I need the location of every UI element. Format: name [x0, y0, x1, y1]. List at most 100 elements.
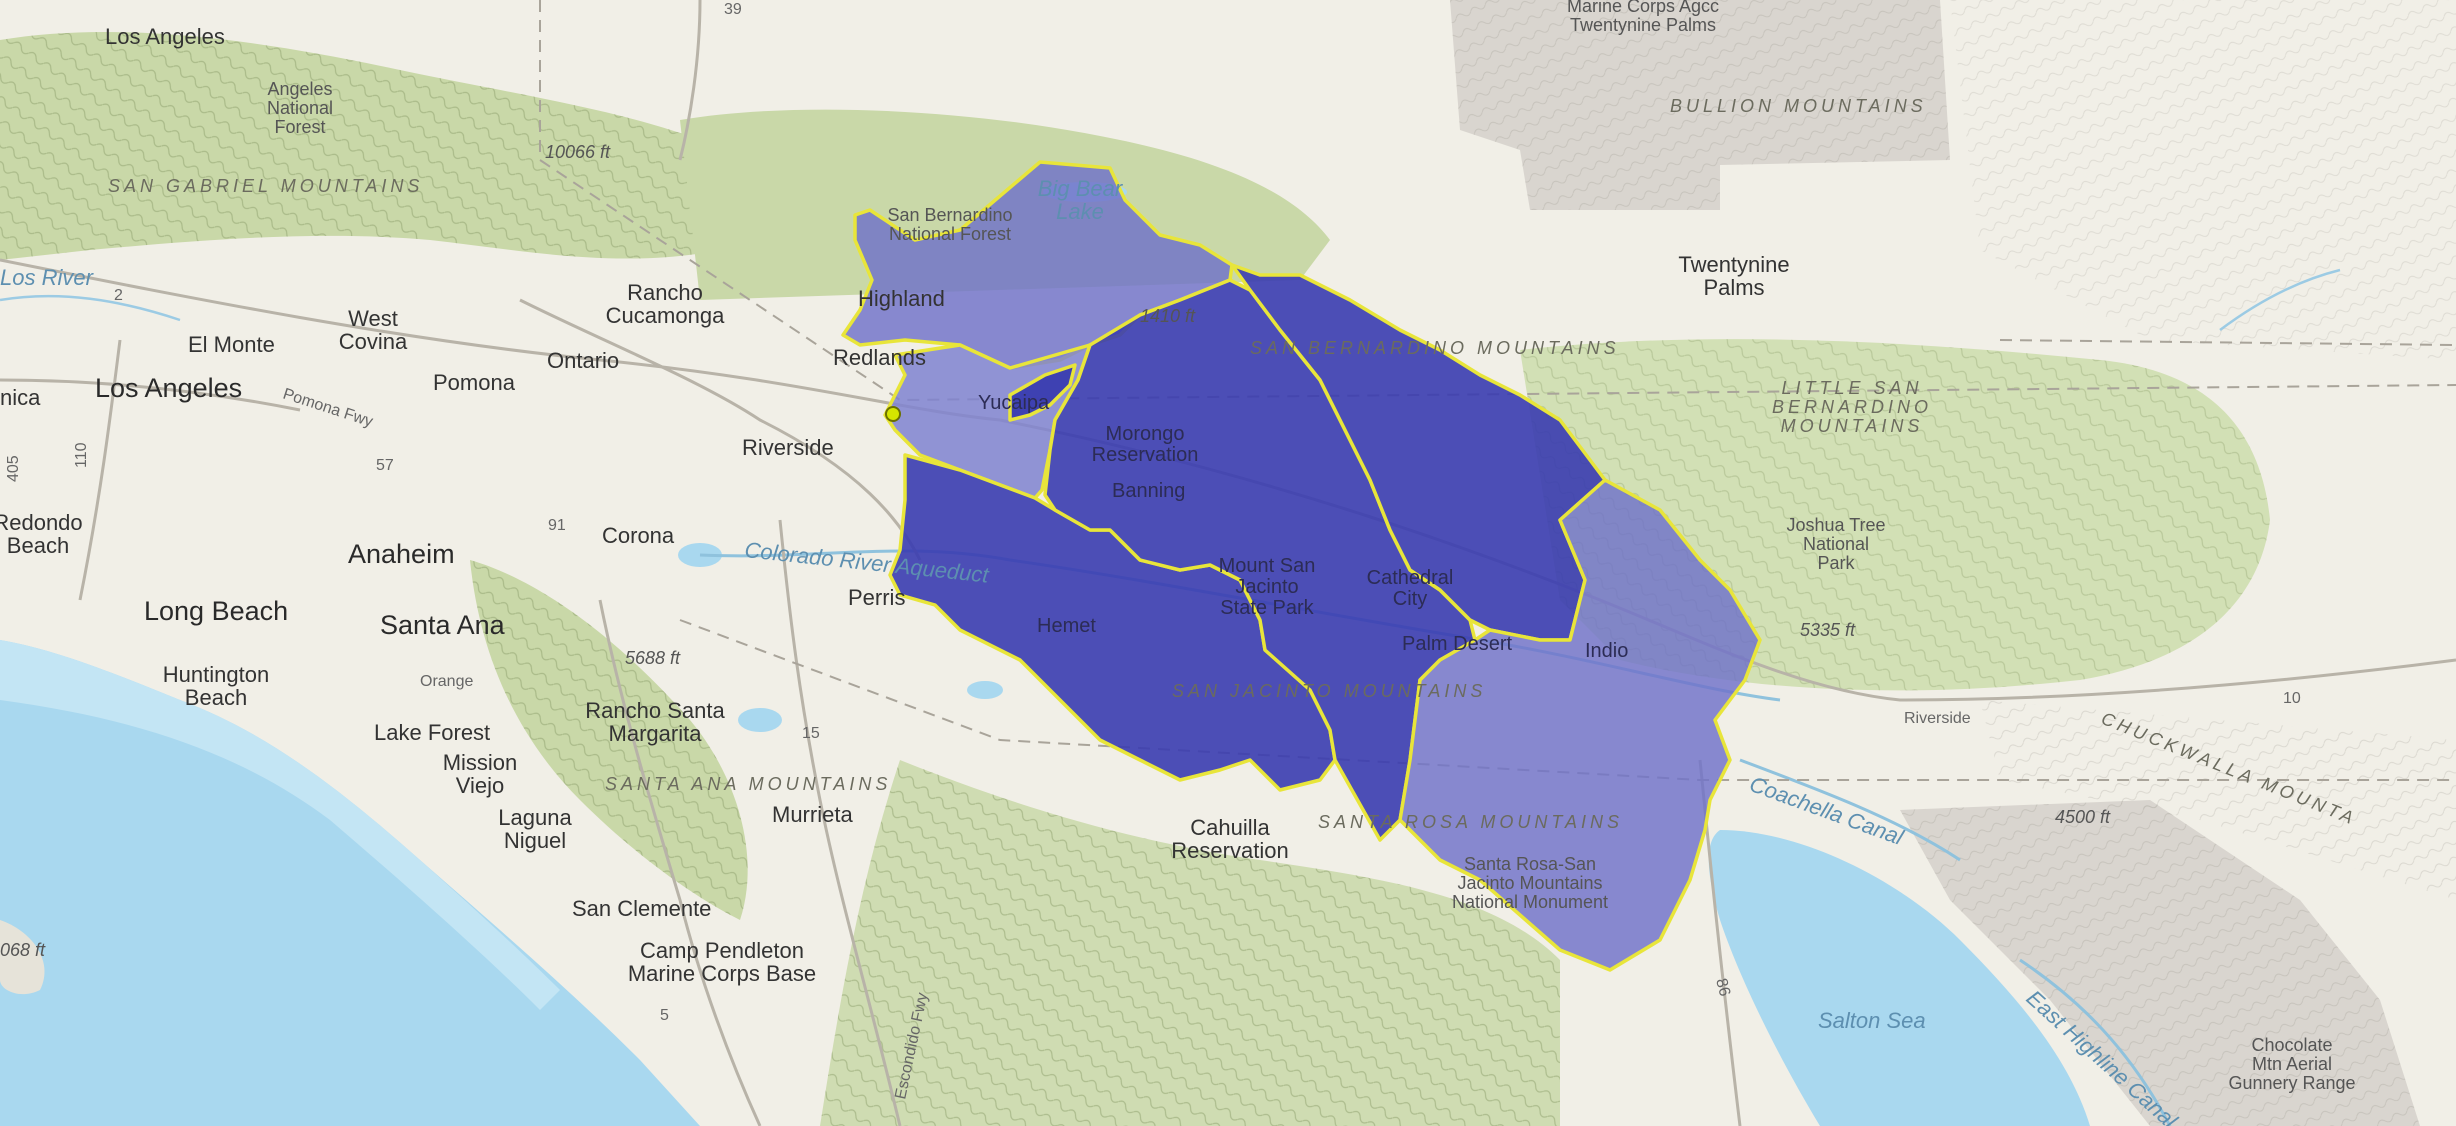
hwy-405: 405: [5, 455, 22, 482]
label-santa-rosa-monument: Santa Rosa-San Jacinto Mountains National …: [1452, 854, 1608, 912]
label-rancho-cucamonga: Rancho Cucamonga: [606, 280, 725, 328]
label-elev-10066: 10066 ft: [545, 142, 611, 162]
label-joshua-tree: Joshua Tree National Park: [1786, 515, 1885, 573]
label-line: LITTLE SAN: [1781, 378, 1922, 398]
desert-terrain-east: [1950, 0, 2456, 360]
label-los-angeles: Los Angeles: [95, 373, 242, 403]
label-line: City: [1393, 588, 1427, 610]
label-nica: nica: [0, 385, 41, 410]
label-line: Jacinto Mountains: [1457, 873, 1602, 893]
label-line: Angeles: [267, 79, 332, 99]
label-line: Twentynine: [1678, 252, 1789, 277]
chocolate-mtn-terrain: [1900, 800, 2420, 1126]
diamond-valley-lake: [967, 681, 1003, 699]
label-line: Marine Corps Base: [628, 961, 816, 986]
label-santa-ana-mtns: SANTA ANA MOUNTAINS: [605, 774, 891, 794]
label-elev-5688: 5688 ft: [625, 648, 681, 668]
hwy-10: 10: [2283, 690, 2301, 707]
label-cathedral-city: Cathedral City: [1367, 567, 1454, 610]
label-line: Huntington: [163, 662, 269, 687]
label-line: Cathedral: [1367, 567, 1454, 589]
label-line: San Bernardino: [887, 205, 1012, 225]
label-line: Beach: [7, 533, 69, 558]
label-huntington-beach: Huntington Beach: [163, 662, 269, 710]
label-line: Mount San: [1219, 555, 1316, 577]
label-redlands: Redlands: [833, 345, 926, 370]
label-perris: Perris: [848, 585, 905, 610]
label-orange: Orange: [420, 673, 473, 690]
label-mount-san-jacinto: Mount San Jacinto State Park: [1219, 555, 1316, 619]
label-line: Big Bear: [1038, 176, 1124, 201]
hwy-15: 15: [802, 725, 820, 742]
label-yucaipa: Yucaipa: [978, 392, 1050, 414]
label-laguna-niguel: Laguna Niguel: [498, 805, 572, 853]
label-cahuilla: Cahuilla Reservation: [1171, 815, 1288, 863]
salton-sea: [1708, 830, 2090, 1126]
label-elev-068: 068 ft: [0, 940, 46, 960]
label-line: Lake: [1056, 199, 1104, 224]
label-sb-forest: San Bernardino National Forest: [887, 205, 1012, 244]
label-line: Jacinto: [1235, 576, 1298, 598]
label-line: BERNARDINO: [1772, 397, 1932, 417]
label-bullion-mtns: BULLION MOUNTAINS: [1670, 96, 1927, 116]
label-corona: Corona: [602, 523, 675, 548]
label-morongo: Morongo Reservation: [1092, 423, 1199, 466]
river-la: [0, 294, 181, 322]
label-line: National: [1803, 534, 1869, 554]
label-line: Beach: [185, 685, 247, 710]
hwy-57: 57: [376, 457, 394, 474]
label-anaheim: Anaheim: [348, 539, 455, 569]
hwy-86: 86: [1712, 977, 1733, 999]
label-highland: Highland: [858, 286, 945, 311]
hwy-110: 110: [73, 442, 90, 468]
label-line: Mission: [443, 750, 518, 775]
label-line: Twentynine Palms: [1570, 15, 1716, 35]
label-line: Covina: [339, 329, 408, 354]
label-line: Rancho: [627, 280, 703, 305]
label-banning: Banning: [1112, 480, 1185, 502]
label-line: Palms: [1703, 275, 1764, 300]
label-ontario: Ontario: [547, 348, 619, 373]
label-elev-4500: 4500 ft: [2055, 807, 2111, 827]
label-big-bear-lake: Big Bear Lake: [1038, 176, 1124, 224]
label-line: National Forest: [889, 224, 1011, 244]
label-hemet: Hemet: [1037, 615, 1096, 637]
label-line: Joshua Tree: [1786, 515, 1885, 535]
hwy-39: 39: [724, 1, 742, 18]
label-line: Marine Corps Agcc: [1567, 0, 1719, 16]
basin-mill-creek[interactable]: [1008, 363, 1077, 422]
label-line: National Monument: [1452, 892, 1608, 912]
basin-coachella[interactable]: [1398, 478, 1762, 972]
outlet-point-icon[interactable]: [885, 406, 901, 422]
label-long-beach: Long Beach: [144, 596, 288, 626]
label-line: Cahuilla: [1190, 815, 1270, 840]
label-line: Forest: [274, 117, 325, 137]
label-angeles-forest: Angeles National Forest: [267, 79, 333, 137]
label-line: Park: [1817, 553, 1855, 573]
label-line: Cucamonga: [606, 303, 725, 328]
label-san-jacinto-mtns: SAN JACINTO MOUNTAINS: [1172, 681, 1486, 701]
county-boundaries: [539, 0, 2456, 781]
label-indio: Indio: [1585, 640, 1628, 662]
river-east: [2219, 268, 2341, 332]
label-rancho-santa-margarita: Rancho Santa Margarita: [585, 698, 725, 746]
label-san-gabriel-mtns: SAN GABRIEL MOUNTAINS: [108, 176, 423, 196]
label-line: Camp Pendleton: [640, 938, 804, 963]
label-marine-corps-agcc: Marine Corps Agcc Twentynine Palms: [1567, 0, 1719, 35]
watershed-basins[interactable]: [841, 160, 1762, 972]
label-pomona: Pomona: [433, 370, 516, 395]
label-line: Rancho Santa: [585, 698, 725, 723]
hwy-2: 2: [114, 287, 123, 304]
label-los-river: Los River: [0, 265, 95, 290]
label-line: MOUNTAINS: [1781, 416, 1924, 436]
label-santa-rosa-mtns: SANTA ROSA MOUNTAINS: [1318, 812, 1623, 832]
label-san-clemente: San Clemente: [572, 896, 711, 921]
label-murrieta: Murrieta: [772, 802, 853, 827]
label-line: Viejo: [456, 773, 505, 798]
ocean-shallow: [0, 640, 560, 1010]
label-camp-pendleton: Camp Pendleton Marine Corps Base: [628, 938, 816, 986]
chuckwalla-terrain: [1980, 700, 2456, 900]
label-line: Niguel: [504, 828, 566, 853]
label-line: Mtn Aerial: [2252, 1054, 2332, 1074]
